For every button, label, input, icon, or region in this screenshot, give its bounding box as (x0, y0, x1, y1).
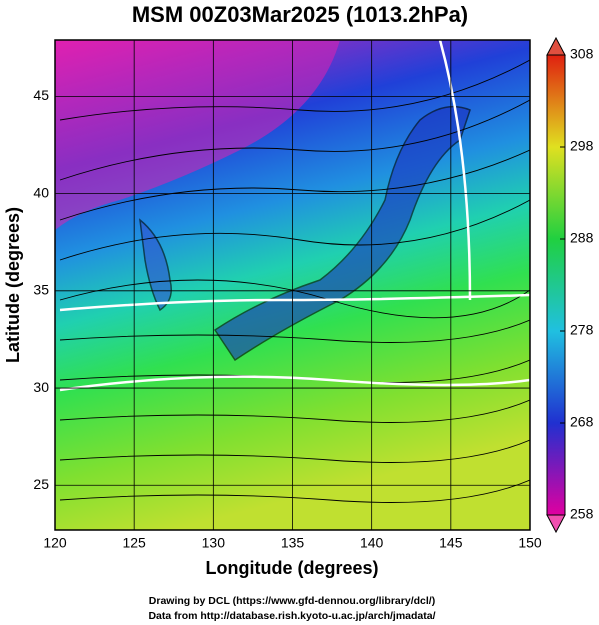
credit: Data from http://database.rish.kyoto-u.a… (148, 610, 435, 622)
x-tick-label: 150 (518, 535, 542, 551)
streamlines (59, 59, 530, 503)
x-tick-label: 125 (122, 535, 146, 551)
x-tick-label: 140 (360, 535, 384, 551)
x-tick-label: 120 (43, 535, 67, 551)
colorbar-tick-label: 258 (570, 506, 594, 522)
y-tick-label: 35 (33, 282, 49, 298)
contours (59, 40, 530, 392)
credit: Drawing by DCL (https://www.gfd-dennou.o… (149, 595, 435, 607)
colorbar-tick-label: 288 (570, 230, 594, 246)
colorbar-tick-label: 308 (570, 46, 594, 62)
colorbar-tick-label: 268 (570, 414, 594, 430)
x-tick-label: 145 (439, 535, 463, 551)
x-axis-label: Longitude (degrees) (205, 558, 378, 578)
cold-region (55, 40, 340, 230)
colorbar-tick-label: 278 (570, 322, 594, 338)
x-tick-label: 130 (202, 535, 226, 551)
colorbar-max-arrow (546, 36, 566, 56)
y-tick-label: 25 (33, 476, 49, 492)
korea-peninsula (139, 218, 172, 312)
y-tick-label: 40 (33, 184, 49, 200)
y-tick-label: 30 (33, 379, 49, 395)
colorbar-min-arrow (546, 514, 566, 534)
colorbar (546, 54, 566, 516)
x-tick-label: 135 (281, 535, 305, 551)
colorbar-tick-label: 298 (570, 138, 594, 154)
y-axis-label: Latitude (degrees) (3, 207, 23, 363)
title: MSM 00Z03Mar2025 (1013.2hPa) (132, 2, 468, 27)
plot-frame (54, 39, 531, 531)
y-tick-label: 45 (33, 87, 49, 103)
